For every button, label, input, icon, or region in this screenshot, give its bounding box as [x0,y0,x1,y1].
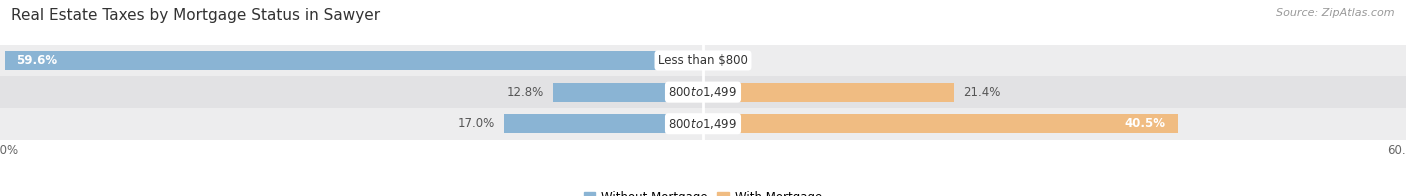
Text: 59.6%: 59.6% [17,54,58,67]
Bar [703,114,1178,133]
Bar [703,83,953,102]
Bar [503,114,703,133]
Bar [0,45,1406,76]
Text: 40.5%: 40.5% [1125,117,1166,130]
Text: Source: ZipAtlas.com: Source: ZipAtlas.com [1277,8,1395,18]
Text: 17.0%: 17.0% [457,117,495,130]
Text: $800 to $1,499: $800 to $1,499 [668,85,738,99]
Legend: Without Mortgage, With Mortgage: Without Mortgage, With Mortgage [579,186,827,196]
Bar [4,51,703,70]
Text: 12.8%: 12.8% [506,86,544,99]
Bar [0,76,1406,108]
Text: 0.0%: 0.0% [713,54,742,67]
Bar [553,83,703,102]
Text: Less than $800: Less than $800 [658,54,748,67]
Text: $800 to $1,499: $800 to $1,499 [668,117,738,131]
Text: 21.4%: 21.4% [963,86,1001,99]
Bar [0,108,1406,140]
Text: Real Estate Taxes by Mortgage Status in Sawyer: Real Estate Taxes by Mortgage Status in … [11,8,381,23]
